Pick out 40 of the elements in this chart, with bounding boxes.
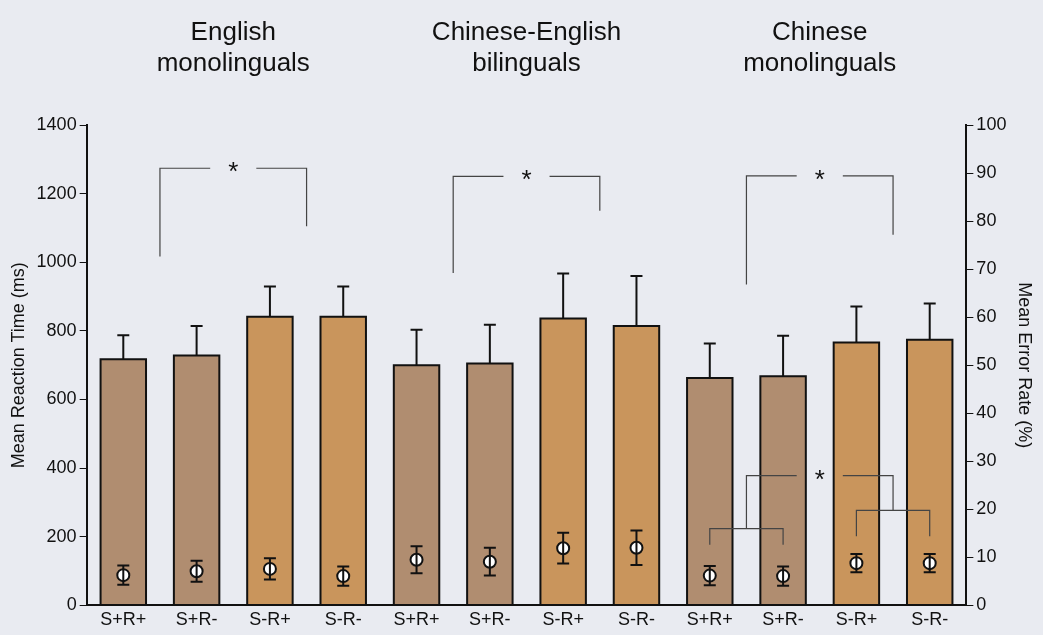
y-tick-label: 600 [46,388,77,409]
y-tick-label: 200 [46,525,77,546]
y-tick-label: 1400 [36,113,77,134]
x-tick-label: S+R+ [686,609,733,630]
x-tick-label: S+R+ [100,609,147,630]
y2-tick-label: 0 [976,594,987,615]
x-tick-label: S+R- [175,609,218,630]
y2-tick-label: 40 [976,402,997,423]
text: English monolinguals [156,16,310,77]
annotation: * [521,164,532,195]
x-tick-label: S+R- [762,609,804,630]
x-tick-label: S-R+ [249,609,291,630]
y2-tick-label: 80 [976,210,997,231]
y-tick-label: 400 [46,457,77,478]
y2-tick-label: 60 [976,306,997,327]
annotation: * [814,163,825,194]
y2-tick-label: 10 [976,546,997,567]
y2-tick-label: 30 [976,450,997,471]
x-tick-label: S-R- [617,609,655,630]
y-tick-label: 0 [66,594,77,615]
x-tick-label: S-R+ [542,609,584,630]
y-tick-label: 800 [46,319,77,340]
x-tick-label: S-R- [911,609,949,630]
x-tick-label: S+R- [469,609,511,630]
text: Chinese-English bilinguals [431,16,622,77]
y2-axis-title: Mean Error Rate (%) [1015,282,1036,449]
annotation: * [814,463,825,494]
text: Chinese monolinguals [743,16,897,77]
y-axis-title: Mean Reaction Time (ms) [7,262,28,469]
y-tick-label: 1000 [36,251,77,272]
annotation: * [228,156,239,187]
y2-tick-label: 20 [976,498,997,519]
x-tick-label: S+R+ [393,609,440,630]
y2-tick-label: 90 [976,162,997,183]
y2-tick-label: 70 [976,258,997,279]
x-tick-label: S-R- [324,609,362,630]
y2-tick-label: 100 [976,113,1007,134]
y2-tick-label: 50 [976,354,997,375]
y-tick-label: 1200 [36,182,77,203]
x-tick-label: S-R+ [835,609,878,630]
